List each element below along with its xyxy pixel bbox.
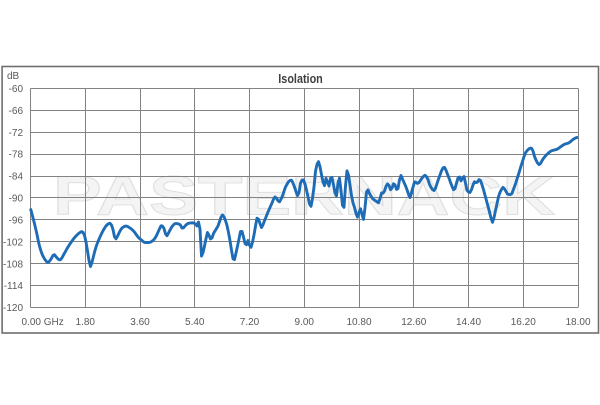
svg-text:-90: -90 — [9, 194, 24, 205]
svg-text:-120: -120 — [3, 303, 23, 314]
svg-text:Isolation: Isolation — [278, 72, 323, 86]
svg-text:-114: -114 — [4, 281, 24, 292]
svg-text:-66: -66 — [9, 106, 24, 117]
svg-text:-72: -72 — [9, 128, 24, 139]
svg-text:14.40: 14.40 — [456, 317, 481, 328]
svg-text:0.00 GHz: 0.00 GHz — [22, 317, 64, 328]
svg-text:3.60: 3.60 — [130, 317, 150, 328]
svg-text:dB: dB — [7, 71, 20, 82]
svg-text:-78: -78 — [9, 150, 24, 161]
svg-text:-84: -84 — [9, 172, 24, 183]
svg-text:16.20: 16.20 — [511, 317, 536, 328]
svg-text:-102: -102 — [3, 237, 23, 248]
svg-text:5.40: 5.40 — [185, 317, 205, 328]
svg-text:7.20: 7.20 — [240, 317, 260, 328]
svg-text:-96: -96 — [9, 215, 24, 226]
svg-text:10.80: 10.80 — [346, 317, 371, 328]
svg-text:12.60: 12.60 — [401, 317, 426, 328]
svg-text:-60: -60 — [9, 84, 24, 95]
svg-text:-108: -108 — [3, 259, 23, 270]
svg-text:1.80: 1.80 — [76, 317, 96, 328]
svg-text:9.00: 9.00 — [295, 317, 315, 328]
svg-text:18.00: 18.00 — [565, 317, 590, 328]
